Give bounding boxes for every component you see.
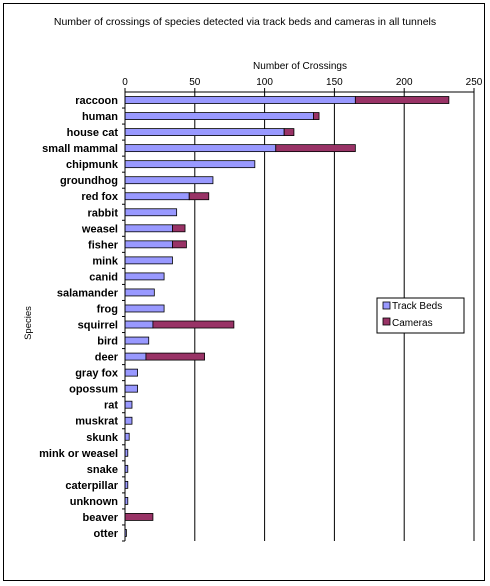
x-tick-label: 150 [326,77,343,88]
bar-track-beds [124,432,130,441]
category-label: salamander [57,287,119,299]
bar-track-beds [124,128,285,136]
legend-box [376,297,465,334]
y-axis-title: Species [23,306,34,340]
category-label: caterpillar [65,480,118,492]
bar-track-beds [124,320,154,329]
x-tick-label: 100 [256,77,273,88]
category-label: skunk [86,432,119,444]
bar-track-beds [124,192,190,201]
category-label: muskrat [75,416,118,428]
bar-track-beds [124,208,178,217]
category-label: raccoon [75,95,118,107]
bar-cameras [283,128,295,136]
bar-cameras [354,96,450,104]
category-label: mink or weasel [39,448,118,460]
bar-track-beds [124,368,138,377]
bar-track-beds [124,304,165,313]
x-axis-title: Number of Crossings [253,61,347,72]
category-label: canid [89,271,118,283]
bar-track-beds [124,96,356,104]
category-label: otter [94,528,119,540]
category-label: human [82,111,118,123]
bar-track-beds [124,176,214,185]
category-label: rat [104,400,118,412]
bar-track-beds [124,160,256,169]
bar-cameras [124,513,154,521]
category-label: mink [92,255,119,267]
bar-track-beds [124,400,133,409]
x-tick-label: 50 [189,77,201,88]
bar-cameras [172,240,187,249]
bars [124,96,450,537]
bar-cameras [172,224,186,233]
category-label: small mammal [42,143,118,155]
category-label: deer [95,352,119,364]
category-label: beaver [83,512,119,524]
x-tick-label: 200 [396,77,413,88]
legend-label-cameras: Cameras [392,318,433,329]
category-label: frog [97,303,118,315]
category-label: groundhog [60,175,118,187]
bar-track-beds [124,352,147,361]
bar-track-beds [124,416,133,425]
bar-track-beds [124,384,138,393]
category-label: unknown [70,496,119,508]
category-label: opossum [69,384,118,396]
bar-track-beds [124,336,150,345]
category-label: weasel [81,223,118,235]
axes: 0 50 100 150 200 250 raccoon human house cat smal… [39,77,483,542]
category-label: house cat [67,127,119,139]
bar-cameras [275,144,356,153]
legend-swatch-track-beds [382,301,391,310]
bar-track-beds [124,112,314,120]
bar-track-beds [124,288,155,297]
category-label: bird [97,336,118,348]
bar-track-beds [124,272,165,281]
bar-track-beds [124,240,173,249]
x-tick-label: 250 [466,77,483,88]
bar-track-beds [124,256,173,265]
category-label: fisher [88,239,119,251]
category-label: squirrel [78,320,118,332]
bar-track-beds [124,144,277,153]
category-label: snake [87,464,118,476]
x-tick-label: 0 [122,77,128,88]
category-label: gray fox [75,368,119,380]
legend-label-track-beds: Track Beds [392,301,442,312]
category-label: chipmunk [66,159,119,171]
bar-track-beds [124,224,173,233]
category-label: red fox [81,191,119,203]
legend-swatch-cameras [382,317,391,326]
bar-cameras [188,192,210,201]
bar-cameras [152,320,235,329]
legend: Track Beds Cameras [376,297,465,334]
bar-cameras [313,112,320,120]
bar-cameras [145,352,205,361]
category-label: rabbit [87,207,118,219]
chart-title: Number of crossings of species detected … [54,16,436,28]
